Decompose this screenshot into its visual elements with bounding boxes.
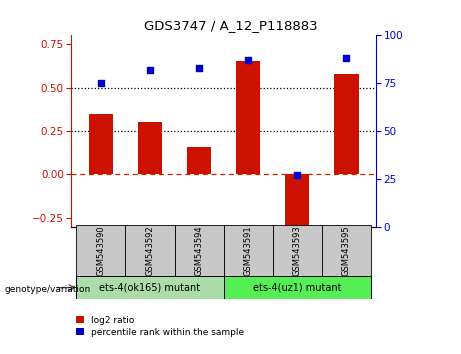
Bar [187, 147, 211, 175]
Point [146, 67, 154, 73]
FancyBboxPatch shape [224, 225, 272, 276]
Legend: log2 ratio, percentile rank within the sample: log2 ratio, percentile rank within the s… [76, 316, 244, 337]
Point [343, 56, 350, 61]
FancyBboxPatch shape [272, 225, 322, 276]
Bar [138, 122, 162, 175]
FancyBboxPatch shape [224, 276, 371, 299]
Text: GSM543592: GSM543592 [146, 225, 154, 276]
Text: GSM543591: GSM543591 [243, 225, 253, 276]
Point [294, 172, 301, 178]
FancyBboxPatch shape [322, 225, 371, 276]
Text: GSM543590: GSM543590 [96, 225, 106, 276]
Text: GSM543593: GSM543593 [293, 225, 301, 276]
Bar [285, 175, 309, 227]
Text: GDS3747 / A_12_P118883: GDS3747 / A_12_P118883 [144, 19, 317, 33]
Bar [334, 74, 359, 175]
Text: GSM543595: GSM543595 [342, 225, 351, 276]
Point [244, 57, 252, 63]
FancyBboxPatch shape [175, 225, 224, 276]
Bar [89, 114, 113, 175]
Text: genotype/variation: genotype/variation [5, 285, 91, 294]
Text: ets-4(ok165) mutant: ets-4(ok165) mutant [100, 282, 201, 293]
Text: GSM543594: GSM543594 [195, 225, 204, 276]
Text: ets-4(uz1) mutant: ets-4(uz1) mutant [253, 282, 342, 293]
Point [97, 80, 105, 86]
FancyBboxPatch shape [77, 276, 224, 299]
FancyBboxPatch shape [125, 225, 175, 276]
Point [195, 65, 203, 71]
FancyBboxPatch shape [77, 225, 125, 276]
Bar [236, 62, 260, 175]
